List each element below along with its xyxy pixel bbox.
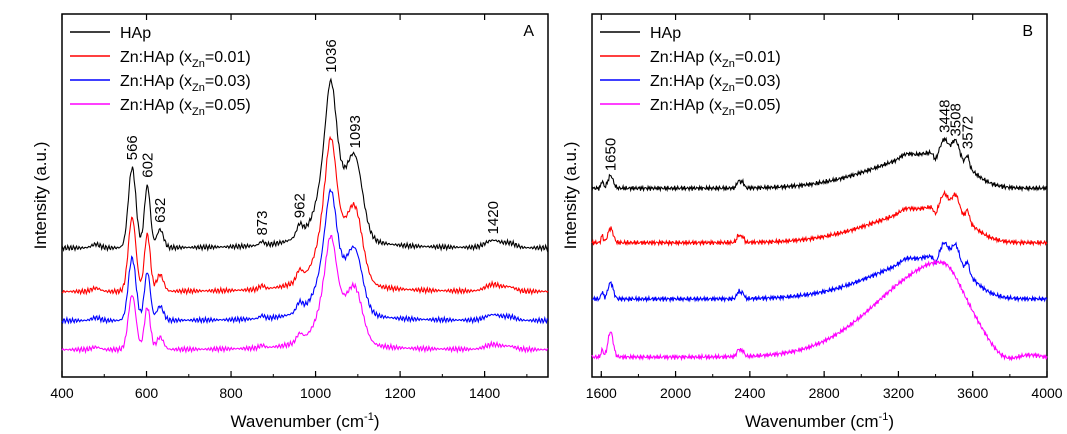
series-line-znhap-1 xyxy=(61,135,549,296)
x-tick-label: 1000 xyxy=(300,385,331,401)
x-axis-label-sup: -1 xyxy=(879,411,889,423)
legend-text-suffix: =0.03) xyxy=(205,73,251,90)
series-line-znhap-2 xyxy=(61,188,549,325)
x-axis-label-sup: -1 xyxy=(364,411,374,423)
legend-entry: HAp xyxy=(650,25,681,42)
peak-label: 1093 xyxy=(347,115,364,148)
peak-label: 602 xyxy=(139,153,156,178)
legend-text-suffix: =0.03) xyxy=(735,73,781,90)
legend-subscript: Zn xyxy=(722,82,735,94)
legend-subscript: Zn xyxy=(722,106,735,118)
x-tick-label: 400 xyxy=(50,385,74,401)
legend-text: Zn:HAp (x xyxy=(120,73,192,90)
x-tick-label: 2800 xyxy=(809,385,840,401)
x-tick-label: 1600 xyxy=(586,385,617,401)
legend-text-suffix: =0.01) xyxy=(205,49,251,66)
legend-entry: Zn:HAp (xZn=0.01) xyxy=(120,49,251,70)
panel-A: 400 600 800 1000 1200 1400 Wavenumber (cm-1) In… xyxy=(31,13,549,431)
peak-label: 1650 xyxy=(603,138,620,171)
legend-text: Zn:HAp (x xyxy=(120,49,192,66)
x-axis-label-main: Wavenumber (cm xyxy=(745,412,879,431)
x-tick-label: 2000 xyxy=(660,385,691,401)
x-tick-label: 3600 xyxy=(957,385,988,401)
plot-frame xyxy=(61,13,549,378)
panel-B: 1600 2000 2400 2800 3200 3600 4000 Wavenumber (… xyxy=(561,13,1063,431)
x-tick-label: 1400 xyxy=(469,385,500,401)
x-axis-label-main: Wavenumber (cm xyxy=(231,412,365,431)
series-line-znhap-3 xyxy=(61,234,549,355)
x-axis-label: Wavenumber (cm-1) xyxy=(745,411,894,431)
legend-entry: Zn:HAp (xZn=0.05) xyxy=(650,97,781,118)
legend-text: Zn:HAp (x xyxy=(120,97,192,114)
legend-text-suffix: =0.05) xyxy=(735,97,781,114)
peak-label: 3572 xyxy=(960,116,977,149)
x-axis-label-close: ) xyxy=(374,412,380,431)
panel-label: B xyxy=(1022,23,1033,40)
series-line-znhap-3 xyxy=(591,259,1048,362)
legend-text: HAp xyxy=(650,25,681,42)
peak-label: 873 xyxy=(254,211,271,236)
y-axis-label: Intensity (a.u.) xyxy=(31,142,50,250)
legend-subscript: Zn xyxy=(192,82,205,94)
legend-entry: Zn:HAp (xZn=0.03) xyxy=(650,73,781,94)
legend-entry: HAp xyxy=(120,25,151,42)
y-axis-label: Intensity (a.u.) xyxy=(561,142,580,250)
x-tick-label: 600 xyxy=(135,385,159,401)
legend-subscript: Zn xyxy=(722,58,735,70)
legend-text: Zn:HAp (x xyxy=(650,73,722,90)
plot-frame xyxy=(591,13,1048,378)
x-axis-label-close: ) xyxy=(888,412,894,431)
x-tick-label: 800 xyxy=(219,385,243,401)
series-line-hap xyxy=(61,77,549,253)
legend-text-suffix: =0.05) xyxy=(205,97,251,114)
series-line-znhap-2 xyxy=(591,241,1048,304)
legend-subscript: Zn xyxy=(192,58,205,70)
x-tick-label: 4000 xyxy=(1031,385,1062,401)
x-tick-label: 2400 xyxy=(734,385,765,401)
peak-label: 566 xyxy=(124,135,141,160)
legend-text: Zn:HAp (x xyxy=(650,49,722,66)
legend-text: Zn:HAp (x xyxy=(650,97,722,114)
legend-text: HAp xyxy=(120,25,151,42)
peak-label: 1036 xyxy=(323,39,340,72)
peak-label: 3508 xyxy=(948,103,965,136)
x-tick-label: 3200 xyxy=(883,385,914,401)
legend-entry: Zn:HAp (xZn=0.03) xyxy=(120,73,251,94)
x-axis-label: Wavenumber (cm-1) xyxy=(231,411,380,431)
panel-label: A xyxy=(523,23,534,40)
legend-text-suffix: =0.01) xyxy=(735,49,781,66)
peak-label: 3448 xyxy=(936,100,953,133)
legend-subscript: Zn xyxy=(192,106,205,118)
series-line-hap xyxy=(591,136,1048,193)
peak-label: 1420 xyxy=(485,201,502,234)
peak-label: 632 xyxy=(152,198,169,223)
x-tick-label: 1200 xyxy=(385,385,416,401)
legend-entry: Zn:HAp (xZn=0.05) xyxy=(120,97,251,118)
series-line-znhap-1 xyxy=(591,189,1048,247)
legend-entry: Zn:HAp (xZn=0.01) xyxy=(650,49,781,70)
peak-label: 962 xyxy=(292,193,309,218)
